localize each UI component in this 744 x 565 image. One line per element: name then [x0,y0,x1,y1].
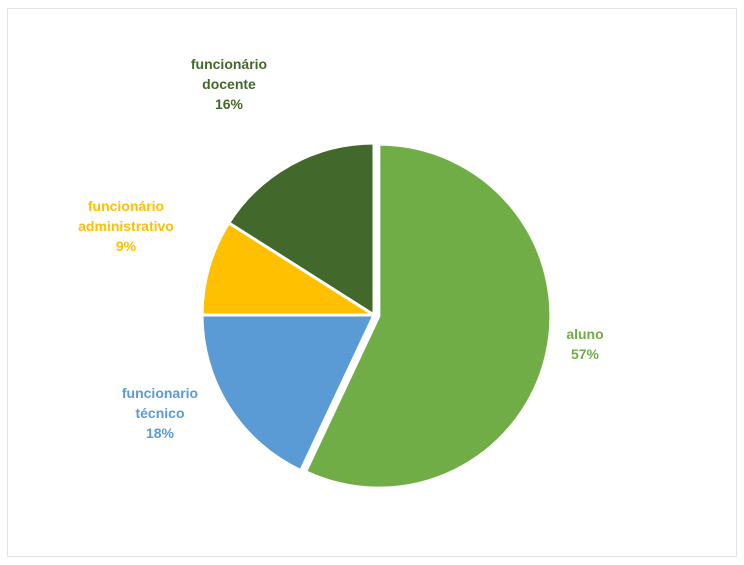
pie-labels: aluno 57% funcionario técnico 18% funcionário… [78,56,604,441]
pie-slice-funcionario-t-cnico [200,313,376,473]
pie-slice-aluno [304,142,553,490]
pie-slices [200,141,553,490]
data-label-aluno: aluno 57% [566,326,603,362]
pie-slice-funcion-rio-administrativo [200,221,376,317]
pie-slice-funcion-rio-docente [227,141,376,317]
data-label-funcion-rio-docente: funcionário docente 16% [191,56,267,112]
data-label-funcion-rio-administrativo: funcionário administrativo 9% [78,198,174,254]
data-label-funcionario-t-cnico: funcionario técnico 18% [122,385,198,441]
